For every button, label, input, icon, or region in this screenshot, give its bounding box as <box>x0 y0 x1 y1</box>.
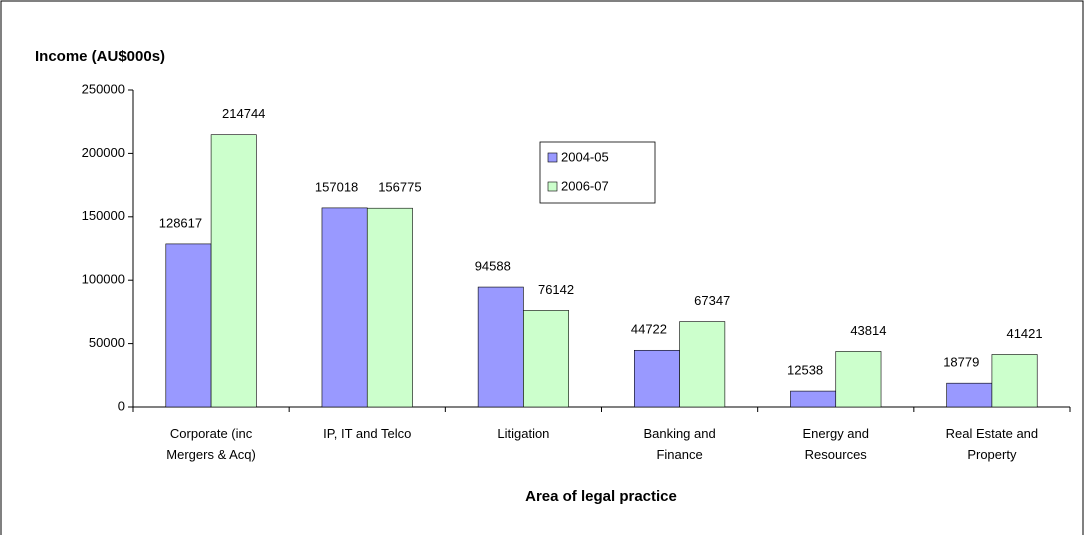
bar <box>633 349 680 408</box>
bar <box>366 207 413 408</box>
value-label: 18779 <box>943 355 979 370</box>
bar <box>991 354 1038 408</box>
bar <box>165 243 212 408</box>
y-tick-label: 0 <box>118 398 125 413</box>
bar <box>835 351 882 408</box>
bar <box>210 134 257 408</box>
value-label: 44722 <box>631 322 667 337</box>
legend-label: 2004-05 <box>561 149 609 164</box>
y-tick-label: 250000 <box>82 81 125 96</box>
legend-swatch <box>547 181 558 192</box>
y-tick-label: 150000 <box>82 208 125 223</box>
chart-title: Income (AU$000s) <box>35 48 165 65</box>
value-label: 43814 <box>850 323 886 338</box>
legend-swatch <box>547 152 558 163</box>
value-label: 94588 <box>475 258 511 273</box>
value-label: 12538 <box>787 363 823 378</box>
value-label: 67347 <box>694 293 730 308</box>
bar <box>523 310 570 408</box>
value-label: 156775 <box>378 180 421 195</box>
x-tick-label: Litigation <box>497 426 550 441</box>
y-tick-label: 50000 <box>89 335 125 350</box>
legend-box <box>539 141 656 204</box>
x-tick-label: Banking and Finance <box>643 426 716 462</box>
x-tick-label: Energy and Resources <box>802 426 870 462</box>
bar <box>790 390 837 408</box>
legend-label: 2006-07 <box>561 178 609 193</box>
value-label: 76142 <box>538 282 574 297</box>
bar <box>321 207 368 408</box>
bar <box>477 286 524 408</box>
y-tick-label: 100000 <box>82 272 125 287</box>
y-tick-label: 200000 <box>82 145 125 160</box>
x-tick-label: Real Estate and Property <box>945 426 1039 462</box>
value-label: 128617 <box>159 215 202 230</box>
value-label: 41421 <box>1006 326 1042 341</box>
bar <box>679 321 726 408</box>
x-tick-label: IP, IT and Telco <box>323 426 412 441</box>
value-label: 214744 <box>222 106 265 121</box>
value-label: 157018 <box>315 179 358 194</box>
bar <box>946 382 993 408</box>
x-axis-title: Area of legal practice <box>525 488 677 505</box>
x-tick-label: Corporate (inc Mergers & Acq) <box>166 426 256 462</box>
